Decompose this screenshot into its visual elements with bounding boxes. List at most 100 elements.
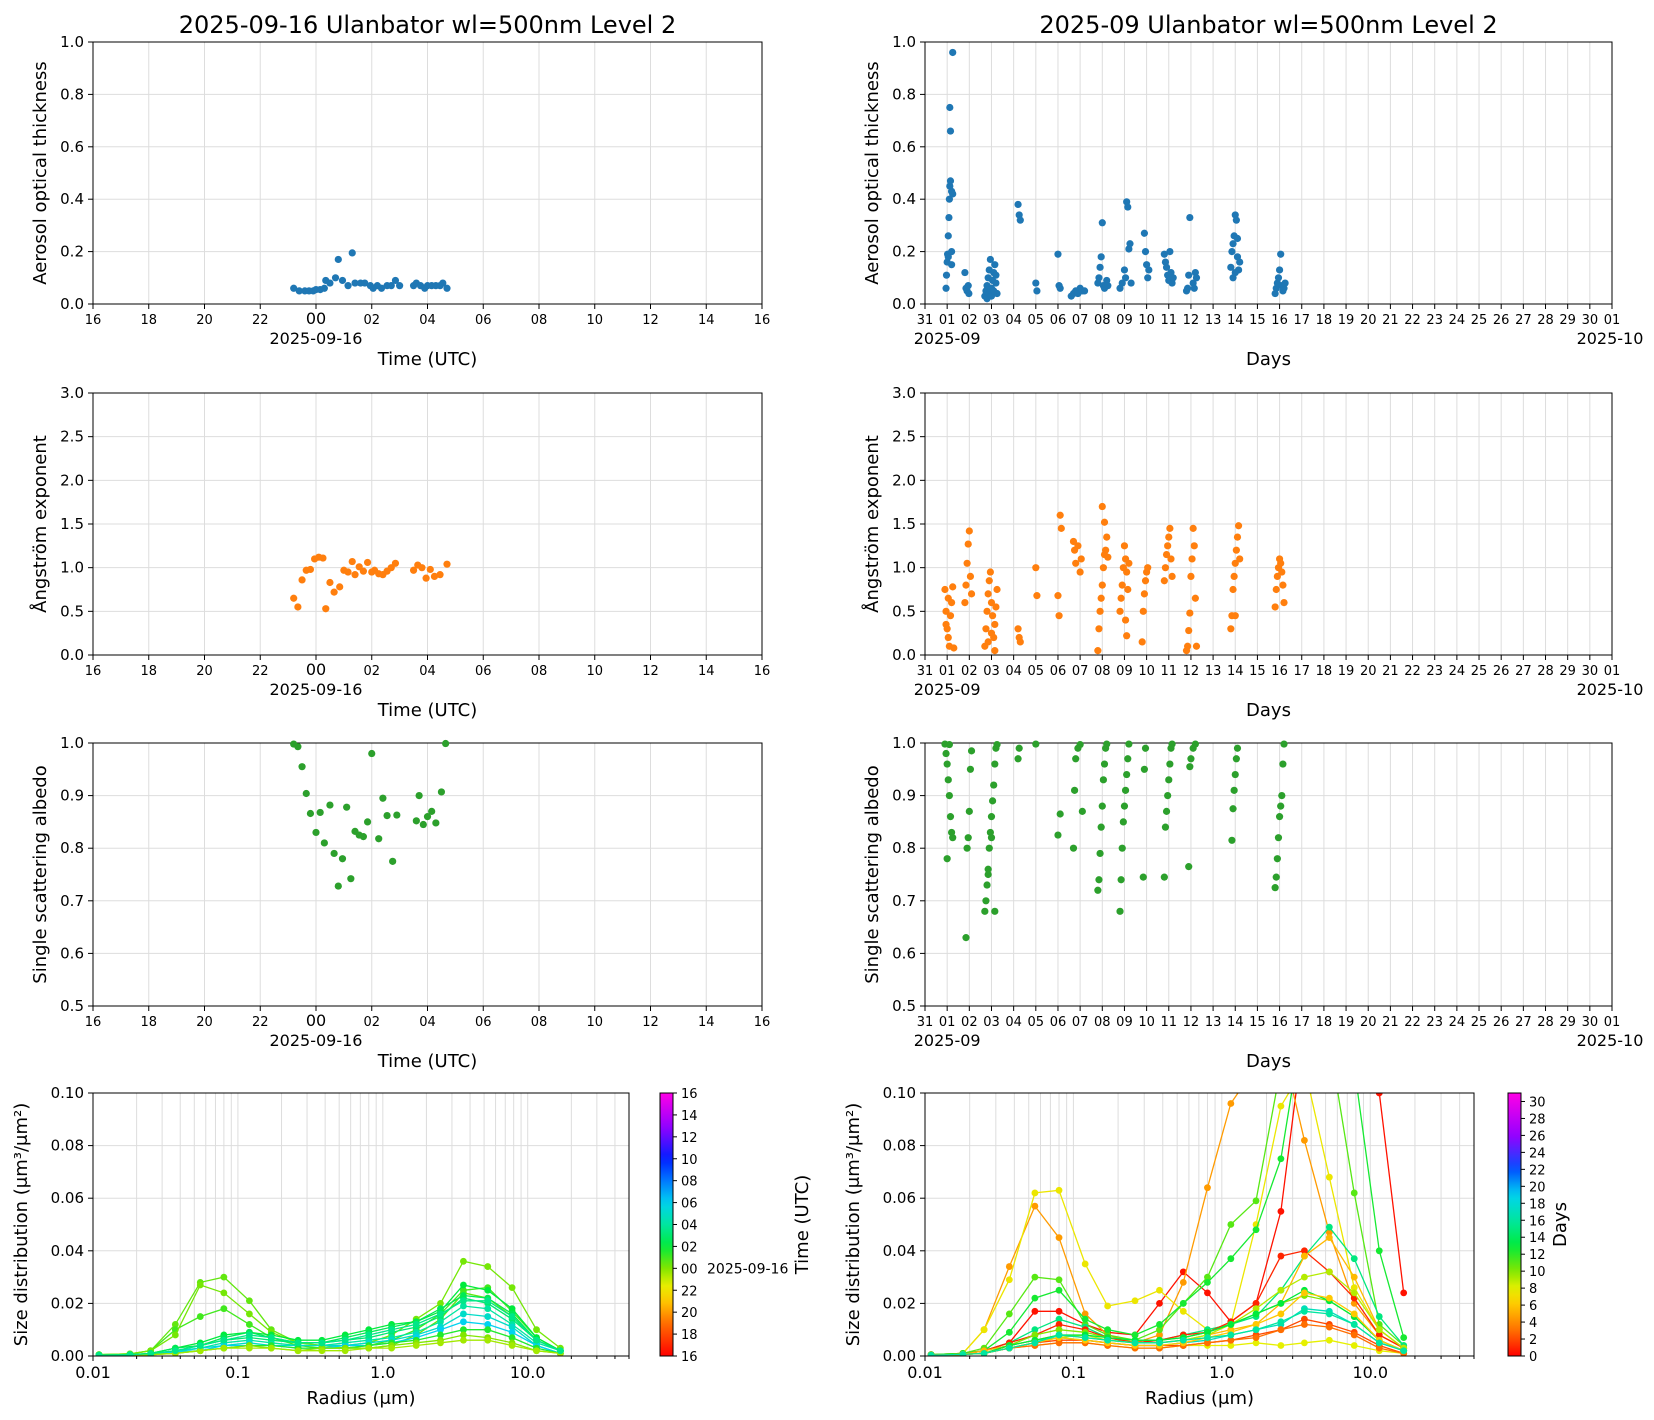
data-point	[1119, 818, 1127, 826]
data-point	[437, 1318, 444, 1326]
data-point	[1104, 1336, 1112, 1344]
x-tick-label: 03	[983, 664, 1000, 679]
data-point	[1102, 546, 1110, 554]
x-tick-label: 04	[1005, 313, 1022, 328]
data-point	[391, 276, 400, 285]
y-tick-label: 0.08	[883, 1137, 916, 1155]
data-point	[245, 1310, 253, 1318]
data-point	[1161, 564, 1170, 572]
data-point	[1055, 1331, 1063, 1339]
data-point	[1055, 1326, 1063, 1334]
data-point	[295, 287, 303, 295]
data-point	[1168, 572, 1176, 581]
y-tick-label: 0.4	[60, 190, 84, 208]
data-point	[1054, 592, 1062, 600]
data-point	[1054, 250, 1062, 258]
colorbar-tick-label: 18	[681, 1328, 698, 1343]
data-point	[1125, 559, 1133, 567]
x-tick-label: 04	[419, 664, 436, 679]
data-point	[946, 127, 955, 135]
data-point	[1326, 1037, 1333, 1044]
data-point	[326, 578, 334, 587]
x-axis-label: Radius (μm)	[1145, 1388, 1254, 1409]
data-point	[1156, 1326, 1163, 1334]
x-axis-label: Radius (μm)	[306, 1388, 415, 1409]
data-point	[1156, 1321, 1163, 1328]
data-point	[533, 1336, 540, 1344]
data-point	[1081, 1334, 1089, 1341]
x-tick-label: 09	[1116, 1015, 1133, 1030]
data-point	[1162, 550, 1171, 559]
data-point	[1204, 1184, 1211, 1192]
y-tick-label: 0.7	[892, 892, 916, 910]
data-point	[318, 1339, 326, 1347]
data-point	[988, 797, 997, 805]
x-tick-label: 29	[1559, 664, 1576, 679]
data-point	[1124, 585, 1132, 594]
data-point	[460, 1281, 467, 1289]
colorbar-date-label: 2025-09-16	[707, 1261, 788, 1277]
series-line	[98, 1300, 561, 1356]
colorbar-tick-label: 16	[681, 1350, 698, 1365]
data-point	[1227, 1321, 1235, 1328]
y-tick-label: 0.02	[51, 1294, 84, 1312]
data-point	[1055, 1234, 1063, 1242]
data-point	[1014, 200, 1022, 209]
x-axis-label: Days	[1246, 1051, 1291, 1072]
data-point	[1103, 533, 1111, 541]
data-point	[984, 590, 992, 598]
data-point	[1054, 831, 1062, 839]
data-point	[1095, 876, 1103, 884]
data-point	[508, 1284, 516, 1292]
x-tick-label: 25	[1471, 664, 1488, 679]
series-group	[927, 1037, 1408, 1356]
data-point	[484, 1321, 492, 1328]
data-point	[943, 855, 951, 863]
data-point	[1277, 1252, 1285, 1260]
x-tick-label: 01	[1604, 664, 1621, 679]
data-point	[361, 279, 369, 287]
data-point	[1227, 263, 1235, 271]
data-point	[1120, 266, 1129, 274]
data-point	[941, 585, 949, 594]
left-title: 2025-09-16 Ulanbator wl=500nm Level 2	[179, 11, 676, 39]
y-tick-label: 0.0	[892, 646, 916, 664]
colorbar-gradient	[1507, 1092, 1522, 1357]
data-point	[1161, 823, 1170, 831]
x-tick-label: 0.01	[75, 1363, 111, 1382]
data-point	[443, 284, 451, 292]
data-point	[944, 776, 952, 784]
data-point	[484, 1305, 492, 1313]
data-point	[984, 865, 992, 873]
colorbar-tick-label: 02	[681, 1240, 698, 1255]
data-point	[363, 818, 372, 826]
data-point	[991, 261, 999, 269]
data-point	[1275, 266, 1284, 274]
series-line	[931, 1310, 1404, 1356]
x-tick-label: 20	[1360, 313, 1377, 328]
colorbar-tick-label: 16	[1529, 1214, 1546, 1229]
x-tick-label: 02	[363, 313, 380, 328]
x-tick-label: 26	[1493, 664, 1510, 679]
data-point	[1186, 609, 1194, 617]
data-point	[1179, 1278, 1187, 1286]
data-point	[1141, 248, 1150, 256]
y-tick-label: 0.04	[883, 1242, 916, 1260]
data-point	[1031, 1202, 1039, 1210]
data-point	[1123, 568, 1131, 576]
data-point	[944, 633, 952, 642]
x-tick-label: 19	[1338, 664, 1355, 679]
x-tick-label: 08	[1094, 664, 1111, 679]
data-point	[508, 1313, 516, 1320]
data-point	[1231, 268, 1239, 277]
data-point	[423, 813, 432, 821]
x-tick-label: 05	[1028, 1015, 1045, 1030]
x-tick-label: 23	[1426, 664, 1443, 679]
right-title: 2025-09 Ulanbator wl=500nm Level 2	[1039, 11, 1497, 39]
y-tick-label: 2.5	[892, 428, 916, 446]
y-tick-label: 0.8	[60, 839, 84, 857]
colorbar-tick-label: 18	[1529, 1197, 1546, 1212]
y-tick-label: 0.5	[60, 997, 84, 1015]
x-axis-label: Time (UTC)	[377, 349, 478, 370]
x-tick-label: 20	[196, 664, 213, 679]
